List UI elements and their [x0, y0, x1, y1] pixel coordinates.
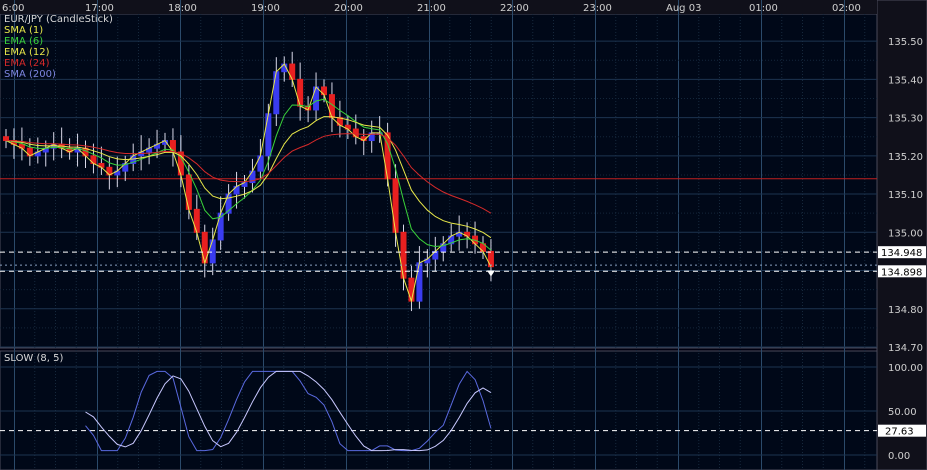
time-label: 18:00 — [168, 3, 197, 14]
ema12-line — [5, 116, 492, 239]
time-label: 01:00 — [749, 3, 778, 14]
grid — [0, 0, 877, 470]
price-tick-label: 135.20 — [888, 152, 923, 163]
sma1-line — [5, 63, 492, 303]
time-label: 6:00 — [2, 3, 24, 14]
candle-body — [313, 86, 320, 111]
time-label: 20:00 — [334, 3, 363, 14]
osc-marker-label: 27.63 — [885, 427, 914, 438]
symbol-label: EUR/JPY (CandleStick) — [4, 14, 113, 25]
main-plot-area — [0, 13, 878, 349]
last-price-arrow — [486, 270, 495, 277]
legend-ema12: EMA (12) — [4, 47, 50, 58]
time-axis — [0, 0, 927, 14]
price-tick-label: 134.80 — [888, 305, 923, 316]
price-marker-box — [878, 265, 926, 278]
candle-body — [209, 239, 216, 264]
legend-sma200: SMA (200) — [4, 69, 56, 80]
candle-body — [3, 136, 9, 142]
ema24-line — [5, 133, 492, 214]
price-axis — [876, 0, 927, 470]
candle-body — [487, 250, 494, 268]
legend-sma1: SMA (1) — [4, 25, 44, 36]
time-label: 02:00 — [832, 3, 861, 14]
oscillator-label: SLOW (8, 5) — [4, 353, 64, 364]
time-label: 21:00 — [417, 3, 446, 14]
ema6-line — [5, 98, 492, 251]
legend-ema6: EMA (6) — [4, 36, 44, 47]
price-marker-label: 134.898 — [881, 267, 922, 278]
legend-ema24: EMA (24) — [4, 58, 50, 69]
candle-body — [297, 78, 304, 107]
chart-legend: EUR/JPY (CandleStick) SMA (1) EMA (6) EM… — [4, 14, 113, 80]
candles — [3, 51, 494, 312]
candle-body — [273, 71, 280, 115]
price-tick-label: 135.00 — [888, 228, 923, 239]
osc-tick-label: 0.00 — [888, 451, 910, 462]
time-label: 22:00 — [500, 3, 529, 14]
osc-tick-label: 50.00 — [888, 407, 917, 418]
price-marker-label: 134.948 — [881, 248, 922, 259]
time-label: Aug 03 — [666, 3, 701, 14]
stoch-d-line — [85, 370, 492, 452]
osc-marker-box — [878, 424, 926, 437]
price-marker-box — [878, 246, 926, 259]
time-labels: 6:00 17:00 18:00 19:00 20:00 21:00 22:00 23:00 A… — [2, 3, 861, 14]
candle-body — [265, 113, 272, 157]
time-axis-bar — [0, 0, 877, 14]
candle-body — [193, 208, 200, 233]
price-tick-label: 135.10 — [888, 190, 923, 201]
candle-body — [392, 178, 399, 233]
price-tick-label: 135.30 — [888, 114, 923, 125]
price-tick-label: 135.50 — [888, 37, 923, 48]
osc-tick-label: 100.00 — [888, 363, 923, 374]
price-tick-label: 135.40 — [888, 75, 923, 86]
time-label: 23:00 — [583, 3, 612, 14]
time-label: 17:00 — [85, 3, 114, 14]
candle-body — [416, 262, 423, 302]
price-tick-label: 134.70 — [888, 343, 923, 354]
time-label: 19:00 — [251, 3, 280, 14]
